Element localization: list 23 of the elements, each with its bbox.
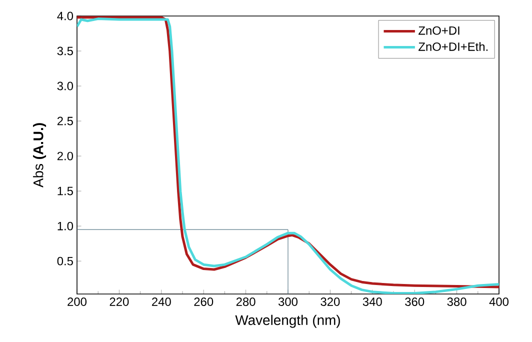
y-axis-title: Abs (A.U.) [33,123,46,188]
x-tick-label: 260 [194,298,214,306]
x-tick-label: 200 [68,298,87,306]
y-tick-label: 1.5 [58,186,73,196]
y-tick-label: 2.0 [57,152,74,160]
y-tick-label: 3.5 [57,46,73,56]
y-tick-label: 3.0 [57,82,74,90]
x-tick-label: 340 [362,298,382,306]
x-axis-title: Wavelength (nm) [235,314,340,328]
legend-label: ZnO+DI+Eth. [418,42,488,51]
x-tick-label: 400 [489,298,509,306]
x-tick-label: 300 [278,298,298,306]
y-tick-label: 4.0 [57,12,74,20]
x-tick-label: 360 [405,298,424,306]
x-tick-label: 240 [152,298,171,306]
x-tick-label: 320 [320,298,340,306]
y-tick-label: 0.5 [57,256,73,266]
y-tick-label: 2.5 [57,116,73,126]
x-tick-label: 280 [236,298,256,306]
legend-label: ZnO+DI [418,26,460,35]
x-tick-label: 220 [110,298,129,306]
y-tick-label: 1.0 [58,222,74,230]
x-tick-label: 380 [447,298,466,306]
